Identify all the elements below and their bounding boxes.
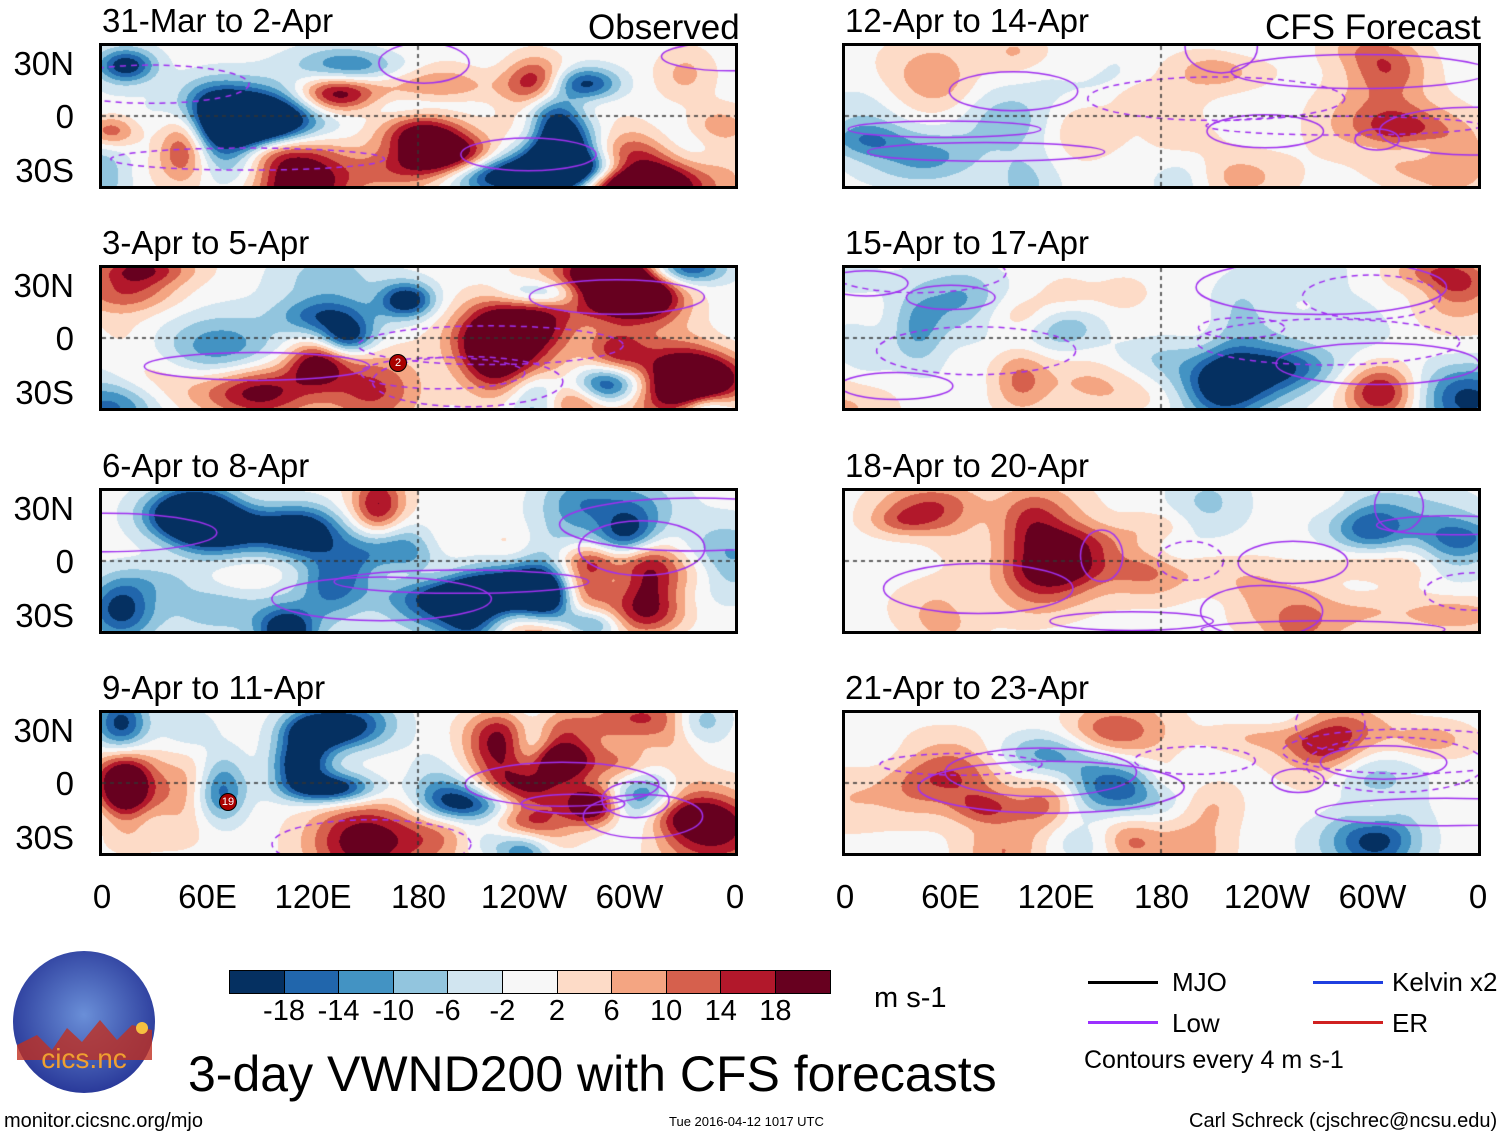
lat-tick-label: 0 [55,320,74,357]
colorbar-swatch [230,971,285,993]
vwnd-field [102,491,735,631]
colorbar-label: -6 [434,995,461,1027]
legend-low: Low [1172,1008,1220,1038]
colorbar-label: 14 [704,995,737,1027]
lon-tick-label: 60E [178,878,237,915]
map-panel [99,43,738,189]
contour-note: Contours every 4 m s-1 [1084,1046,1344,1074]
legend-mjo: MJO [1172,967,1227,997]
map-panel: 2 [99,265,738,411]
lat-tick-label: 30S [15,819,74,856]
source-url[interactable]: monitor.cicsnc.org/mjo [4,1110,203,1132]
observed-label: Observed [588,8,740,47]
lon-tick-label: 60E [921,878,980,915]
legend-low-line [1088,1021,1158,1024]
map-panel [842,265,1481,411]
storm-marker: 19 [219,793,237,811]
lon-tick-label: 0 [835,878,855,915]
lon-tick-label: 120E [274,878,352,915]
map-panel [842,488,1481,634]
lat-tick-label: 30N [13,712,74,749]
lat-tick-label: 30N [13,45,74,82]
map-panel [99,488,738,634]
author: Carl Schreck (cjschrec@ncsu.edu) [1189,1110,1498,1132]
lon-tick-label: 120E [1017,878,1095,915]
lat-tick-label: 0 [55,98,74,135]
colorbar-label: 18 [759,995,792,1027]
legend-er-line [1313,1021,1383,1024]
vwnd-field [845,268,1478,408]
colorbar-swatch [284,971,340,993]
lon-tick-label: 0 [725,878,745,915]
colorbar-label: -18 [263,995,305,1027]
vwnd-field [102,713,735,853]
storm-marker: 2 [389,354,407,372]
colorbar-swatch [448,971,503,993]
panel-title: 31-Mar to 2-Apr [102,2,334,39]
svg-text:cics.nc: cics.nc [41,1043,127,1074]
panel-title: 9-Apr to 11-Apr [102,669,326,706]
colorbar-label: -14 [317,995,360,1027]
panel-title: 12-Apr to 14-Apr [845,2,1089,39]
timestamp: Tue 2016-04-12 1017 UTC [669,1114,824,1129]
lon-tick-label: 120W [480,878,568,915]
lat-tick-label: 0 [55,543,74,580]
colorbar-swatch [666,971,722,993]
map-panel [842,710,1481,856]
colorbar-swatch [557,971,613,993]
legend-er: ER [1392,1008,1429,1038]
figure-title: 3-day VWND200 with CFS forecasts [188,1046,997,1102]
colorbar-swatch [775,971,830,993]
legend-kelvin-line [1313,981,1383,984]
colorbar-swatch [339,971,394,993]
lon-tick-label: 120W [1223,878,1311,915]
lat-tick-label: 30N [13,490,74,527]
vwnd-field [845,713,1478,853]
colorbar-swatch [502,971,558,993]
colorbar-swatch [393,971,449,993]
map-panel [842,43,1481,189]
colorbar [229,970,831,994]
lat-tick-label: 30S [15,152,74,189]
legend-mjo-line [1088,981,1158,984]
forecast-label: CFS Forecast [1265,8,1481,47]
lat-tick-label: 30S [15,597,74,634]
colorbar-label: -2 [489,995,516,1027]
lon-tick-label: 60W [1338,878,1407,915]
lon-tick-label: 0 [1468,878,1488,915]
panel-title: 6-Apr to 8-Apr [102,447,310,484]
lat-tick-label: 30S [15,374,74,411]
colorbar-swatch [612,971,667,993]
colorbar-units: m s-1 [874,982,947,1014]
vwnd-field [102,46,735,186]
lon-tick-label: 60W [595,878,664,915]
map-panel: 19 [99,710,738,856]
panel-title: 21-Apr to 23-Apr [845,669,1089,706]
panel-title: 15-Apr to 17-Apr [845,224,1089,261]
panel-title: 3-Apr to 5-Apr [102,224,310,261]
colorbar-label: 2 [548,995,566,1027]
lat-tick-label: 30N [13,267,74,304]
panel-title: 18-Apr to 20-Apr [845,447,1089,484]
colorbar-swatch [721,971,776,993]
colorbar-label: 10 [650,995,683,1027]
vwnd-field [845,491,1478,631]
colorbar-label: 6 [603,995,620,1027]
lon-tick-label: 180 [1133,878,1190,915]
lon-tick-label: 180 [390,878,447,915]
vwnd-field [845,46,1478,186]
colorbar-label: -10 [372,995,415,1027]
vwnd-field [102,268,735,408]
legend-kelvin: Kelvin x2 [1392,967,1498,997]
lon-tick-label: 0 [92,878,112,915]
lat-tick-label: 0 [55,765,74,802]
cics-logo: cics.nc [12,950,157,1095]
